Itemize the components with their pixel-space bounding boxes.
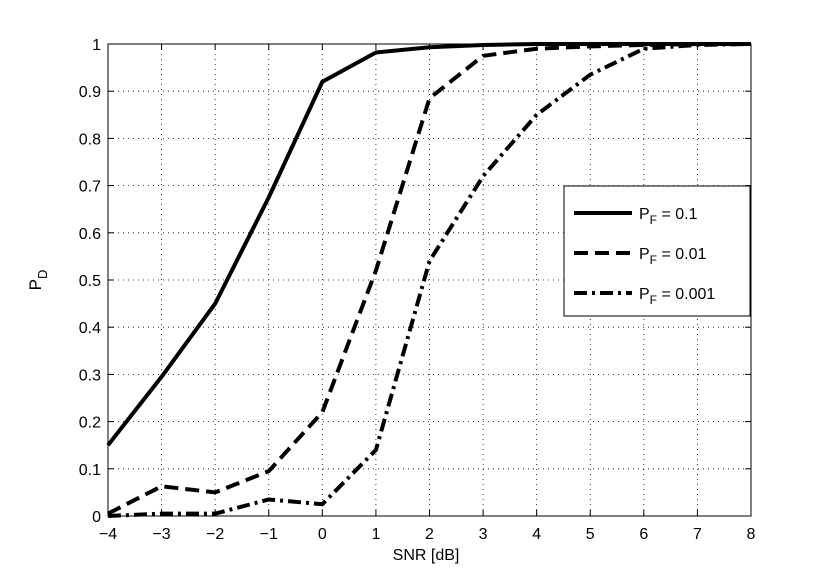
x-tick-label: −4 [99, 526, 117, 543]
y-tick-label: 0.2 [79, 415, 101, 432]
x-tick-label: 3 [479, 526, 488, 543]
x-tick-label: −2 [206, 526, 224, 543]
y-tick-label: 0.3 [79, 367, 101, 384]
x-tick-label: 8 [747, 526, 756, 543]
x-tick-label: 1 [371, 526, 380, 543]
y-tick-label: 0.6 [79, 226, 101, 243]
x-tick-label: −1 [260, 526, 278, 543]
y-tick-label: 0.4 [79, 320, 101, 337]
legend-label-1: PF = 0.1 [639, 206, 698, 227]
x-tick-label: 7 [693, 526, 702, 543]
x-tick-label: 6 [639, 526, 648, 543]
legend-label-sub: F [650, 253, 657, 267]
y-tick-label: 0 [92, 509, 101, 526]
y-tick-label: 0.9 [79, 84, 101, 101]
y-tick-label: 1 [92, 37, 101, 54]
legend-label-main: P [639, 206, 650, 223]
legend-label-value: = 0.01 [657, 246, 706, 263]
ticks: −4 −3 −2 −1 0 1 2 3 4 5 6 7 8 0 0.1 0.2 0.3 0.4 0.5 0.6 0.7 0… [79, 37, 756, 543]
x-tick-label: 2 [425, 526, 434, 543]
legend-label-sub: F [650, 213, 657, 227]
legend-label-main: P [639, 286, 650, 303]
legend-label-sub: F [650, 293, 657, 307]
y-tick-label: 0.7 [79, 179, 101, 196]
x-axis-label: SNR [dB] [393, 547, 460, 564]
y-axis-label-sub: D [35, 270, 50, 279]
legend-label-3: PF = 0.001 [639, 286, 715, 307]
x-tick-label: −3 [152, 526, 170, 543]
legend-label-value: = 0.001 [657, 286, 715, 303]
series-line-2 [107, 42, 751, 516]
legend-label-main: P [639, 246, 650, 263]
y-axis-label-main: P [26, 279, 45, 290]
y-tick-label: 0.8 [79, 131, 101, 148]
y-tick-label: 0.5 [79, 273, 101, 290]
legend-label-2: PF = 0.01 [639, 246, 706, 267]
y-tick-label: 0.1 [79, 462, 101, 479]
x-tick-label: 5 [586, 526, 595, 543]
y-axis-label: PD [26, 270, 50, 291]
x-tick-label: 4 [532, 526, 541, 543]
legend-label-value: = 0.1 [657, 206, 698, 223]
x-tick-label: 0 [318, 526, 327, 543]
